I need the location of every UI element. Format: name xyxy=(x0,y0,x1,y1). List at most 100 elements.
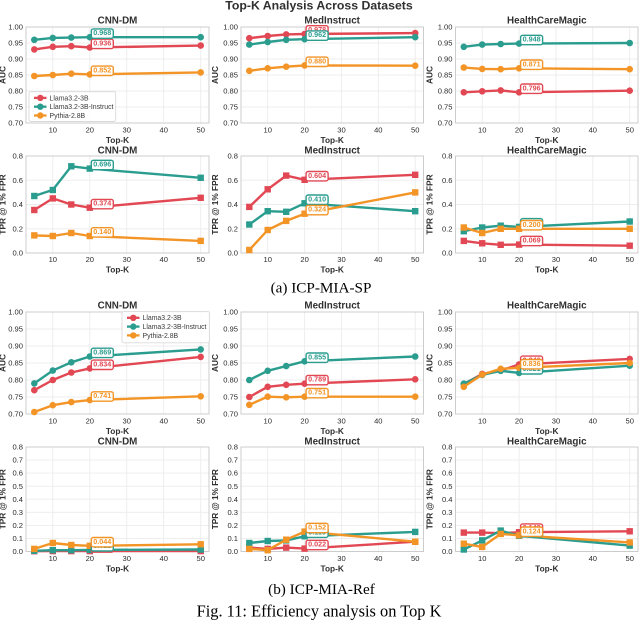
svg-text:TPR @ 1% FPR: TPR @ 1% FPR xyxy=(0,469,8,529)
svg-text:50: 50 xyxy=(625,255,633,264)
svg-text:(a) ICP-MIA-SP: (a) ICP-MIA-SP xyxy=(271,280,372,297)
svg-text:0.0: 0.0 xyxy=(227,547,238,556)
svg-text:0.5: 0.5 xyxy=(12,482,23,491)
svg-text:0.70: 0.70 xyxy=(438,410,453,419)
svg-text:0.8: 0.8 xyxy=(442,443,453,452)
svg-text:0.90: 0.90 xyxy=(8,342,23,351)
svg-text:AUC: AUC xyxy=(425,354,435,372)
svg-text:40: 40 xyxy=(159,554,167,563)
svg-text:HealthCareMagic: HealthCareMagic xyxy=(507,16,587,27)
svg-text:Pythia-2.8B: Pythia-2.8B xyxy=(50,113,86,120)
svg-text:0.410: 0.410 xyxy=(308,194,326,203)
svg-text:HealthCareMagic: HealthCareMagic xyxy=(507,437,587,448)
svg-text:40: 40 xyxy=(589,126,597,135)
svg-text:0.140: 0.140 xyxy=(93,227,111,236)
svg-text:Top-K: Top-K xyxy=(535,135,558,145)
svg-text:CNN-DM: CNN-DM xyxy=(98,146,138,157)
svg-text:TPR @ 1% FPR: TPR @ 1% FPR xyxy=(210,174,220,234)
svg-text:0.044: 0.044 xyxy=(93,537,111,546)
svg-text:0.75: 0.75 xyxy=(438,103,453,112)
svg-text:40: 40 xyxy=(589,417,597,426)
svg-text:0.4: 0.4 xyxy=(227,200,238,209)
svg-text:50: 50 xyxy=(411,417,419,426)
svg-text:0.80: 0.80 xyxy=(8,87,23,96)
svg-text:Pythia-2.8B: Pythia-2.8B xyxy=(143,333,179,340)
svg-text:MedInstruct: MedInstruct xyxy=(304,437,360,448)
svg-text:10: 10 xyxy=(263,255,271,264)
svg-text:0.75: 0.75 xyxy=(223,103,238,112)
svg-text:0.948: 0.948 xyxy=(523,35,541,44)
svg-text:Llama3.2-3B: Llama3.2-3B xyxy=(143,315,182,322)
svg-text:0.95: 0.95 xyxy=(223,39,238,48)
svg-text:30: 30 xyxy=(122,417,130,426)
svg-text:Top-K: Top-K xyxy=(106,426,129,436)
svg-text:0.2: 0.2 xyxy=(442,224,453,233)
svg-text:0.696: 0.696 xyxy=(93,160,111,169)
svg-text:AUC: AUC xyxy=(425,66,435,84)
svg-text:Top-K: Top-K xyxy=(535,564,558,574)
svg-text:20: 20 xyxy=(515,126,523,135)
svg-text:Top-K: Top-K xyxy=(321,265,344,275)
svg-text:0.152: 0.152 xyxy=(308,523,326,532)
svg-text:10: 10 xyxy=(263,554,271,563)
svg-text:0.4: 0.4 xyxy=(227,495,238,504)
svg-text:Top-K: Top-K xyxy=(535,426,558,436)
svg-text:0.855: 0.855 xyxy=(308,352,326,361)
svg-text:1.00: 1.00 xyxy=(8,23,23,32)
svg-text:TPR @ 1% FPR: TPR @ 1% FPR xyxy=(0,174,8,234)
svg-text:0.869: 0.869 xyxy=(93,348,111,357)
svg-text:(b) ICP-MIA-Ref: (b) ICP-MIA-Ref xyxy=(268,581,376,598)
svg-text:20: 20 xyxy=(300,126,308,135)
svg-text:0.962: 0.962 xyxy=(308,30,326,39)
svg-text:0.8: 0.8 xyxy=(227,152,238,161)
svg-text:0.604: 0.604 xyxy=(308,171,326,180)
svg-text:30: 30 xyxy=(122,255,130,264)
svg-text:40: 40 xyxy=(374,417,382,426)
svg-text:Top-K: Top-K xyxy=(321,564,344,574)
svg-text:0.8: 0.8 xyxy=(12,152,23,161)
svg-text:0.90: 0.90 xyxy=(438,342,453,351)
svg-text:0.75: 0.75 xyxy=(8,393,23,402)
svg-text:0.85: 0.85 xyxy=(438,71,453,80)
svg-text:40: 40 xyxy=(159,255,167,264)
svg-text:10: 10 xyxy=(49,126,57,135)
svg-text:AUC: AUC xyxy=(210,354,220,372)
svg-text:40: 40 xyxy=(374,554,382,563)
svg-text:0.95: 0.95 xyxy=(438,325,453,334)
svg-text:0.6: 0.6 xyxy=(12,469,23,478)
svg-text:0.90: 0.90 xyxy=(223,55,238,64)
svg-text:0.069: 0.069 xyxy=(523,236,541,245)
svg-text:20: 20 xyxy=(300,417,308,426)
svg-text:0.0: 0.0 xyxy=(12,249,23,258)
svg-text:CNN-DM: CNN-DM xyxy=(98,16,138,27)
svg-text:30: 30 xyxy=(337,126,345,135)
svg-text:50: 50 xyxy=(625,417,633,426)
svg-text:Llama3.2-3B-Instruct: Llama3.2-3B-Instruct xyxy=(50,104,114,111)
svg-text:10: 10 xyxy=(263,417,271,426)
svg-text:0.3: 0.3 xyxy=(12,508,23,517)
svg-text:0.75: 0.75 xyxy=(438,393,453,402)
svg-text:20: 20 xyxy=(300,554,308,563)
svg-text:0.200: 0.200 xyxy=(523,220,541,229)
svg-text:0.834: 0.834 xyxy=(93,359,111,368)
svg-text:10: 10 xyxy=(49,255,57,264)
svg-text:20: 20 xyxy=(515,554,523,563)
svg-text:0.90: 0.90 xyxy=(438,55,453,64)
svg-text:1.00: 1.00 xyxy=(438,23,453,32)
svg-text:10: 10 xyxy=(478,255,486,264)
svg-text:0.4: 0.4 xyxy=(442,495,453,504)
svg-text:10: 10 xyxy=(478,417,486,426)
svg-text:50: 50 xyxy=(196,126,204,135)
svg-text:30: 30 xyxy=(337,554,345,563)
svg-text:Top-K: Top-K xyxy=(535,265,558,275)
svg-text:30: 30 xyxy=(552,554,560,563)
svg-text:MedInstruct: MedInstruct xyxy=(304,301,360,312)
svg-text:0.124: 0.124 xyxy=(523,526,541,535)
svg-text:0.70: 0.70 xyxy=(438,119,453,128)
svg-text:0.90: 0.90 xyxy=(8,55,23,64)
svg-text:0.789: 0.789 xyxy=(308,375,326,384)
svg-text:20: 20 xyxy=(300,255,308,264)
svg-text:0.80: 0.80 xyxy=(438,376,453,385)
svg-text:0.1: 0.1 xyxy=(227,534,238,543)
svg-text:Llama3.2-3B: Llama3.2-3B xyxy=(50,95,89,102)
